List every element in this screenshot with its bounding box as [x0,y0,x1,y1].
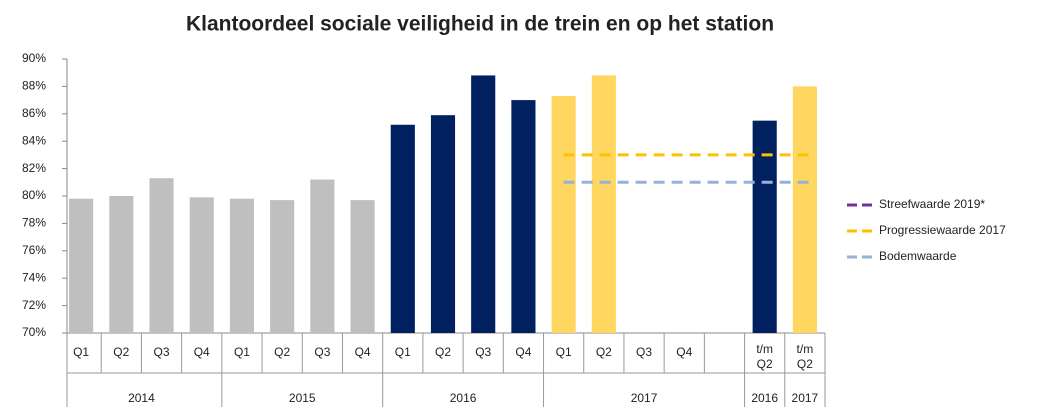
bar [69,198,94,333]
bar [149,178,174,333]
x-tick-label: Q2 [596,345,612,359]
bar [430,115,456,333]
x-tick-label: Q2 [113,345,129,359]
bar [551,95,576,334]
chart-title: Klantoordeel sociale veiligheid in de tr… [186,13,774,36]
bar [270,200,295,333]
x-group-label: 2017 [792,391,819,405]
y-tick-label: 86% [22,106,46,120]
x-tick-label: Q3 [154,345,170,359]
bar [792,86,817,334]
x-group-label: 2016 [450,391,477,405]
bar [471,75,496,333]
x-tick-label: Q3 [314,345,330,359]
x-group-label: 2015 [289,391,316,405]
x-group-label: 2016 [751,391,778,405]
x-tick-label: Q1 [556,345,572,359]
y-tick-label: 76% [22,243,46,257]
y-tick-label: 88% [22,79,46,93]
x-group-label: 2017 [631,391,658,405]
bar [752,120,777,334]
x-tick-label: Q4 [194,345,210,359]
x-tick-label: Q1 [73,345,89,359]
x-tick-label: Q2 [274,345,290,359]
bar [310,179,335,333]
legend-label: Streefwaarde 2019* [879,197,985,211]
bar [189,197,214,333]
y-tick-label: 90% [22,51,46,65]
bar [591,75,616,333]
y-tick-label: 82% [22,161,46,175]
x-tick-label: Q3 [636,345,652,359]
bar [350,200,375,333]
x-group-label: 2014 [128,391,155,405]
y-tick-label: 70% [22,325,46,339]
bar [229,198,255,333]
legend-label: Bodemwaarde [879,249,957,263]
bar [109,196,134,333]
x-tick-label: Q1 [395,345,411,359]
y-tick-label: 80% [22,188,46,202]
bar [390,124,415,333]
x-tick-label: t/m Q2 [756,342,773,371]
legend-label: Progressiewaarde 2017 [879,223,1006,237]
y-tick-label: 84% [22,133,46,147]
x-tick-label: Q1 [234,345,250,359]
y-tick-label: 78% [22,216,46,230]
x-tick-label: Q3 [475,345,491,359]
x-tick-label: t/m Q2 [797,342,814,371]
y-tick-label: 72% [22,298,46,312]
x-tick-label: Q4 [355,345,371,359]
x-tick-label: Q2 [435,345,451,359]
y-tick-label: 74% [22,270,46,284]
x-tick-label: Q4 [676,345,692,359]
x-tick-label: Q4 [515,345,531,359]
bar [511,100,536,333]
